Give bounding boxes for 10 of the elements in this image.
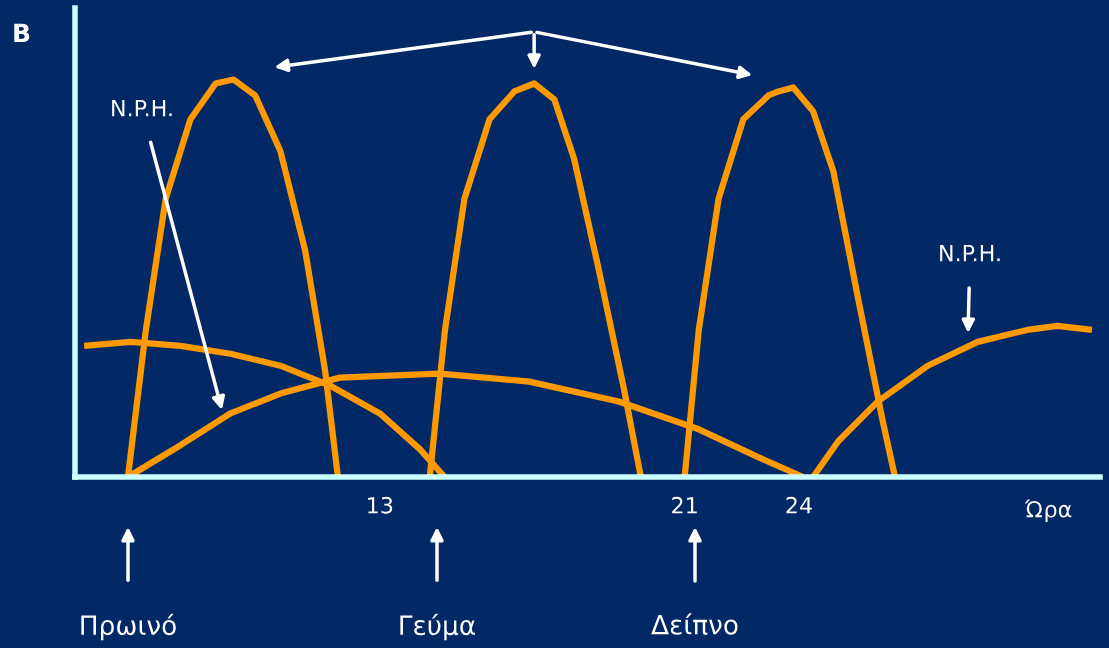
chart-title: B (14, 23, 30, 42)
annotation: N.P.H. (940, 244, 1000, 262)
text: Πρωινό (81, 613, 176, 641)
text: Γεύμα (400, 613, 475, 641)
annotation: N.P.H. (112, 99, 172, 117)
x-tick-label: 13 (368, 496, 393, 514)
x-tick-label: 21 (672, 496, 697, 514)
x-tick-label: 24 (786, 496, 812, 514)
x-axis-title: Ώρα (1024, 499, 1072, 522)
text: Δείπνο (651, 613, 738, 635)
